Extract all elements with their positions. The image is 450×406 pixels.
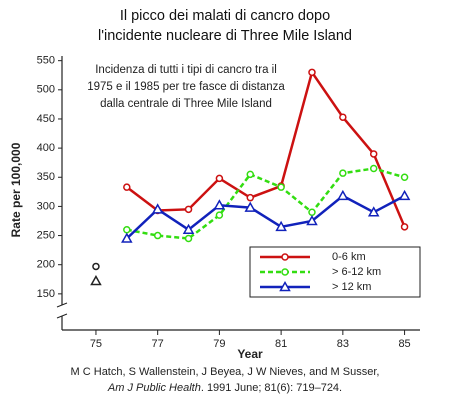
annotation: Incidenza di tutti i tipi di cancro tra … <box>95 64 277 76</box>
source: M C Hatch, S Wallenstein, J Beyea, J W N… <box>71 366 380 378</box>
marker <box>246 193 255 202</box>
marker <box>339 169 347 177</box>
marker <box>123 225 131 234</box>
x-tick-label: 81 <box>275 338 287 350</box>
y-tick-label: 500 <box>37 84 55 96</box>
marker <box>121 232 133 243</box>
y-tick-label: 200 <box>37 259 55 271</box>
legend-label: > 12 km <box>332 281 371 293</box>
y-tick-label: 400 <box>37 142 55 154</box>
plot: 150 200 250 300 350 400 450 500 550 75 77 79 81 83 85 0… <box>37 55 421 350</box>
x-tick-label: 77 <box>152 338 164 350</box>
y-tick-label: 550 <box>37 55 55 67</box>
marker <box>213 199 226 210</box>
marker <box>215 211 224 219</box>
legend-label: 0-6 km <box>332 251 366 263</box>
marker <box>184 234 193 243</box>
annotation: dalla centrale di Three Mile Island <box>100 98 272 110</box>
series-line <box>125 194 406 240</box>
marker <box>400 173 409 182</box>
axis-break <box>56 302 68 319</box>
series-line <box>126 69 406 228</box>
chart-title: Il picco dei malati di cancro dopo <box>120 8 330 24</box>
marker <box>92 262 100 271</box>
marker <box>337 189 349 201</box>
y-tick-label: 150 <box>37 288 55 300</box>
marker <box>400 223 409 231</box>
marker <box>90 275 102 286</box>
y-tick-label: 350 <box>37 171 55 183</box>
marker <box>184 205 193 214</box>
marker <box>275 220 287 232</box>
marker <box>369 164 378 173</box>
marker <box>182 223 195 234</box>
legend-label: > 6-12 km <box>332 266 381 278</box>
x-tick-label: 85 <box>398 338 410 350</box>
source-details: . 1991 June; 81(6): 719–724. <box>201 382 342 394</box>
x-tick-label: 83 <box>337 338 349 350</box>
y-axis-label: Rate per 100,000 <box>9 142 23 237</box>
marker <box>215 174 224 183</box>
marker <box>306 214 318 226</box>
x-tick-label: 79 <box>213 338 225 350</box>
marker <box>369 150 378 158</box>
annotation: 1975 e il 1985 per tre fasce di distanza <box>87 81 285 93</box>
marker <box>308 208 316 216</box>
marker <box>281 253 289 261</box>
marker <box>123 183 131 191</box>
marker <box>339 113 347 121</box>
marker <box>153 231 162 240</box>
chart-title: l'incidente nucleare di Three Mile Islan… <box>98 28 352 44</box>
y-tick-label: 250 <box>37 229 55 241</box>
series-line <box>126 167 405 240</box>
marker <box>367 206 380 217</box>
y-tick-label: 450 <box>37 113 55 125</box>
marker <box>151 203 164 214</box>
x-axis-label: Year <box>237 347 263 361</box>
source-journal: Am J Public Health <box>107 382 201 394</box>
marker <box>398 189 411 201</box>
marker <box>279 280 291 292</box>
marker <box>281 268 289 276</box>
marker <box>246 170 255 179</box>
marker <box>244 201 257 212</box>
x-tick-label: 75 <box>90 338 102 350</box>
marker <box>308 68 316 77</box>
marker <box>277 183 285 191</box>
source: Am J Public Health. 1991 June; 81(6): 71… <box>107 382 342 394</box>
y-tick-label: 300 <box>37 200 55 212</box>
